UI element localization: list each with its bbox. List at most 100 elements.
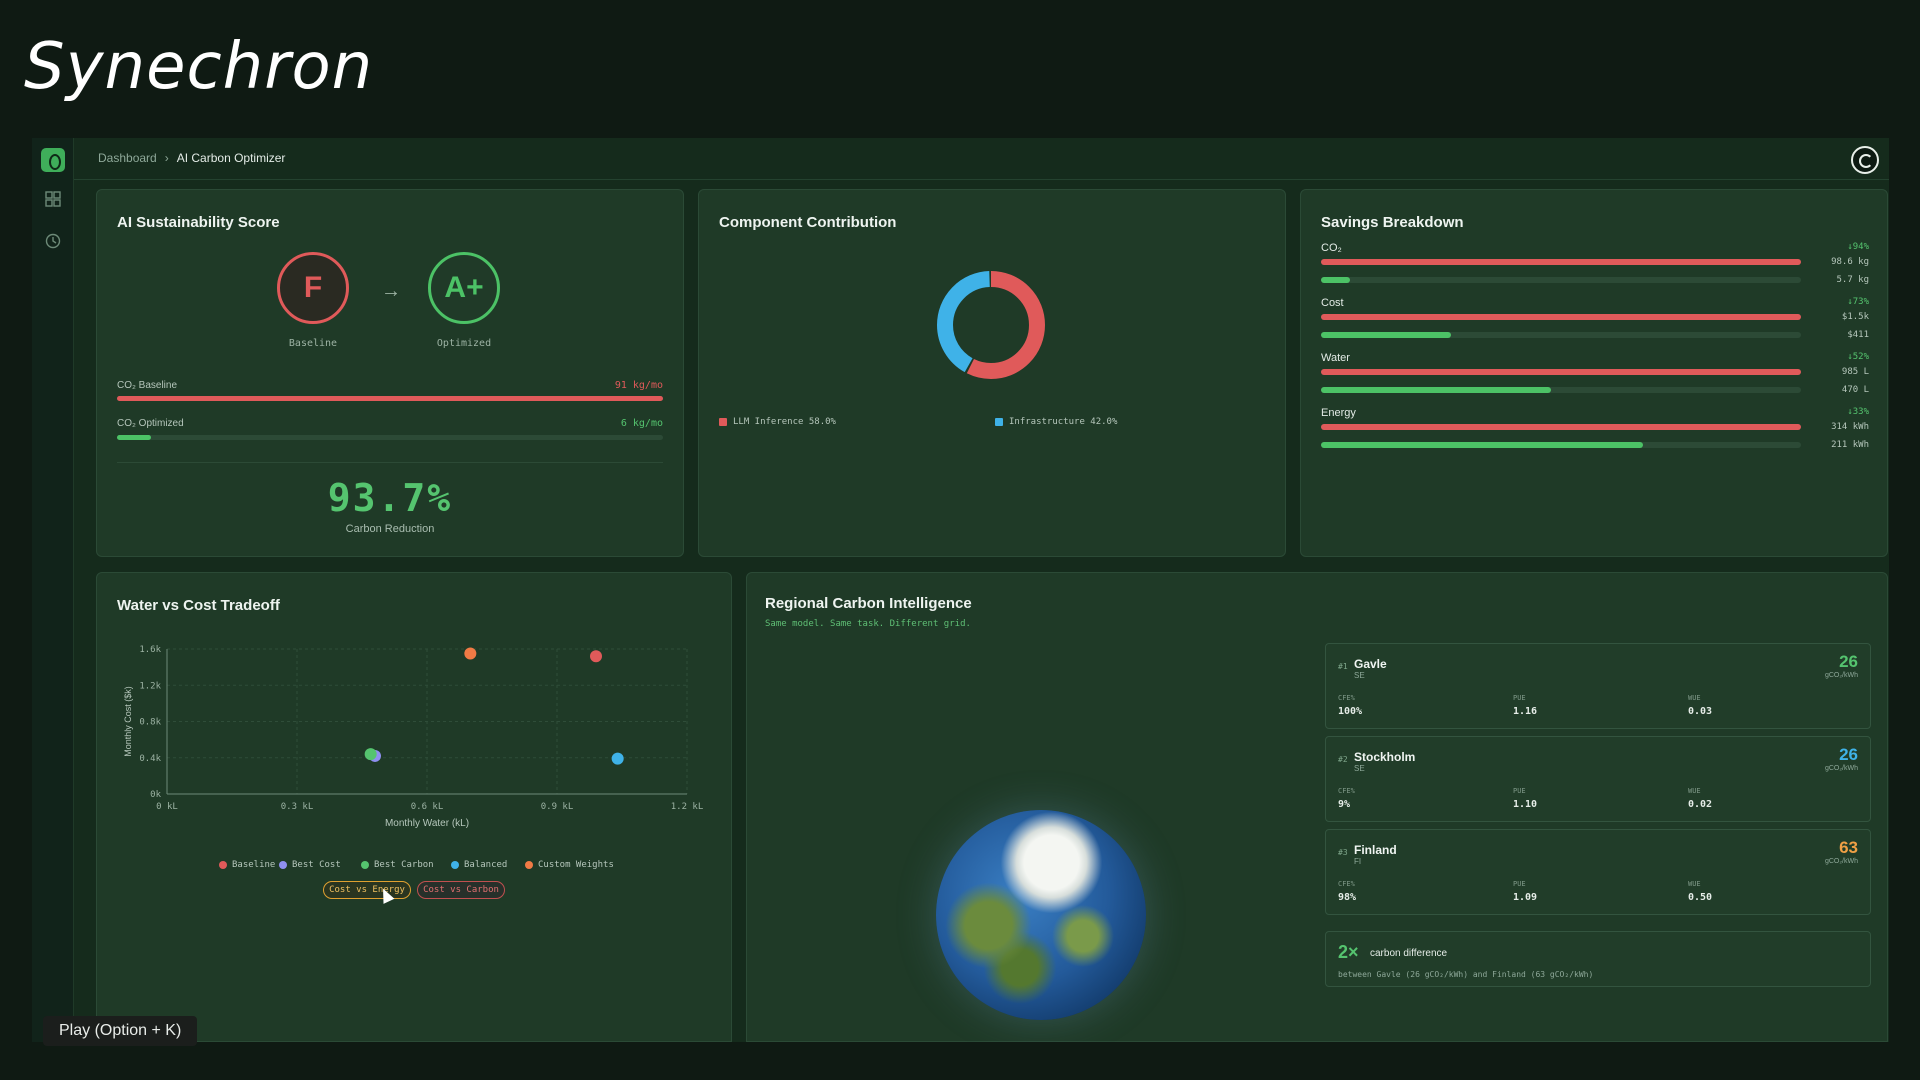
savings-optimized-bar <box>1321 332 1801 338</box>
cost-vs-energy-toggle[interactable]: Cost vs Energy <box>323 881 411 899</box>
breadcrumb-separator: › <box>164 151 169 165</box>
app-window: Dashboard › AI Carbon Optimizer AI Susta… <box>32 138 1889 1042</box>
arrow-icon: → <box>381 280 401 302</box>
region-cfe-label: CFE% <box>1338 694 1355 702</box>
savings-baseline-bar <box>1321 314 1801 320</box>
x-tick-label: 1.2 kL <box>671 802 704 812</box>
x-tick-label: 0 kL <box>156 802 178 812</box>
savings-percent: ↓33% <box>1847 407 1869 417</box>
difference-label: carbon difference <box>1370 948 1448 959</box>
play-tooltip: Play (Option + K) <box>43 1016 198 1046</box>
scatter-chart: 0 kL 0.3 kL 0.6 kL 0.9 kL 1.2 kL 0k 0.4k 0.8k 1.… <box>123 645 704 829</box>
donut-segment-0[interactable] <box>937 271 1045 379</box>
savings-optimized-value: 5.7 kg <box>1836 275 1869 285</box>
legend-dot <box>525 861 533 869</box>
region-card-gavle[interactable]: #1 Gavle SE 26 gCO₂/kWh CFE% 100% PUE 1.16 WUE 0.0… <box>1325 643 1871 729</box>
region-wue-label: WUE <box>1688 880 1701 888</box>
legend-label: Custom Weights <box>538 860 614 870</box>
savings-baseline-fill <box>1321 369 1801 375</box>
savings-metric-name: Cost <box>1321 297 1344 309</box>
scatter-point-baseline[interactable] <box>590 650 602 663</box>
savings-baseline-fill <box>1321 314 1801 320</box>
baseline-grade-label: Baseline <box>288 338 338 349</box>
y-axis-label: Monthly Cost ($k) <box>123 686 133 757</box>
savings-optimized-bar <box>1321 277 1801 283</box>
carbon-difference-box: 2× carbon difference between Gavle (26 g… <box>1325 931 1871 987</box>
region-country-code: SE <box>1354 671 1365 680</box>
earth-globe[interactable] <box>936 810 1146 1020</box>
x-tick-label: 0.6 kL <box>411 802 444 812</box>
x-axis-label: Monthly Water (kL) <box>385 818 469 829</box>
co2-baseline-bar-fill <box>117 396 663 401</box>
region-card-finland[interactable]: #3 Finland FI 63 gCO₂/kWh CFE% 98% PUE 1.09 WUE 0.… <box>1325 829 1871 915</box>
divider <box>117 462 663 463</box>
region-wue-label: WUE <box>1688 694 1701 702</box>
legend-dot <box>279 861 287 869</box>
synechron-logo: Synechron <box>24 30 374 104</box>
legend-item[interactable]: Best Cost <box>279 860 341 870</box>
savings-optimized-bar <box>1321 387 1801 393</box>
region-name: Stockholm <box>1354 750 1416 764</box>
carbon-reduction-value: 93.7% <box>327 476 453 520</box>
region-score-unit: gCO₂/kWh <box>1824 858 1858 865</box>
regional-subtitle: Same model. Same task. Different grid. <box>765 619 971 629</box>
legend-item[interactable]: Custom Weights <box>525 860 614 870</box>
region-carbon-score: 63 <box>1839 838 1858 857</box>
legend-label: Best Carbon <box>374 860 434 870</box>
region-pue-label: PUE <box>1513 694 1526 702</box>
scatter-point-best-carbon[interactable] <box>364 748 377 761</box>
legend-item[interactable]: Best Carbon <box>361 860 434 870</box>
dashboard-grid-icon[interactable] <box>44 190 62 208</box>
card-title: AI Sustainability Score <box>117 214 280 231</box>
breadcrumb-dashboard-link[interactable]: Dashboard <box>98 151 157 165</box>
component-contribution-card: Component Contribution LLM Inference 58.… <box>698 189 1286 557</box>
region-cfe-label: CFE% <box>1338 880 1355 888</box>
legend-label: Balanced <box>464 860 508 870</box>
cost-vs-carbon-toggle[interactable]: Cost vs Carbon <box>417 881 505 899</box>
scatter-point-custom-weights[interactable] <box>464 647 477 660</box>
region-wue-value: 0.03 <box>1688 706 1713 717</box>
co2-optimized-bar <box>117 435 663 440</box>
region-carbon-score: 26 <box>1839 652 1858 671</box>
legend-dot <box>219 861 227 869</box>
history-icon[interactable] <box>44 232 62 250</box>
region-score-unit: gCO₂/kWh <box>1824 765 1858 772</box>
app-brand-icon[interactable] <box>41 148 65 172</box>
savings-optimized-fill <box>1321 442 1643 448</box>
region-pue-value: 1.10 <box>1513 799 1538 810</box>
legend-item[interactable]: Baseline <box>219 860 275 870</box>
region-pue-value: 1.09 <box>1513 892 1538 903</box>
savings-breakdown-card: Savings Breakdown CO₂ ↓94% 98.6 kg 5.7 kg Co… <box>1300 189 1888 557</box>
water-cost-tradeoff-card: Water vs Cost Tradeoff 0 kL 0.3 kL 0.6 kL 0… <box>96 572 732 1042</box>
synechron-corner-icon[interactable] <box>1851 146 1879 174</box>
region-name: Finland <box>1354 843 1397 857</box>
region-cfe-value: 100% <box>1338 706 1363 717</box>
card-title: Savings Breakdown <box>1321 214 1464 231</box>
region-rank: #2 <box>1338 755 1348 764</box>
savings-percent: ↓52% <box>1847 352 1869 362</box>
region-card-stockholm[interactable]: #2 Stockholm SE 26 gCO₂/kWh CFE% 9% PUE 1.10 WUE 0… <box>1325 736 1871 822</box>
region-wue-value: 0.50 <box>1688 892 1713 903</box>
x-tick-label: 0.9 kL <box>541 802 574 812</box>
y-tick-label: 0.8k <box>139 718 161 728</box>
y-tick-label: 1.6k <box>139 645 161 655</box>
savings-optimized-fill <box>1321 387 1552 393</box>
region-cfe-value: 98% <box>1338 892 1357 903</box>
co2-optimized-bar-fill <box>117 435 152 440</box>
top-bar: Dashboard › AI Carbon Optimizer <box>74 138 1889 180</box>
scatter-point-balanced[interactable] <box>611 752 624 765</box>
component-donut-chart <box>937 271 1045 379</box>
legend-item[interactable]: Balanced <box>451 860 507 870</box>
savings-baseline-value: 314 kWh <box>1831 422 1869 432</box>
savings-optimized-fill <box>1321 332 1451 338</box>
savings-baseline-fill <box>1321 259 1801 265</box>
y-tick-label: 0.4k <box>139 754 161 764</box>
savings-percent: ↓94% <box>1847 242 1869 252</box>
optimized-grade-label: Optimized <box>436 338 492 349</box>
donut-segment-1[interactable] <box>937 271 1045 379</box>
side-rail <box>32 138 74 1042</box>
y-tick-label: 1.2k <box>139 681 161 691</box>
savings-baseline-fill <box>1321 424 1801 430</box>
region-pue-value: 1.16 <box>1513 706 1538 717</box>
co2-optimized-label: CO₂ Optimized <box>117 418 184 429</box>
